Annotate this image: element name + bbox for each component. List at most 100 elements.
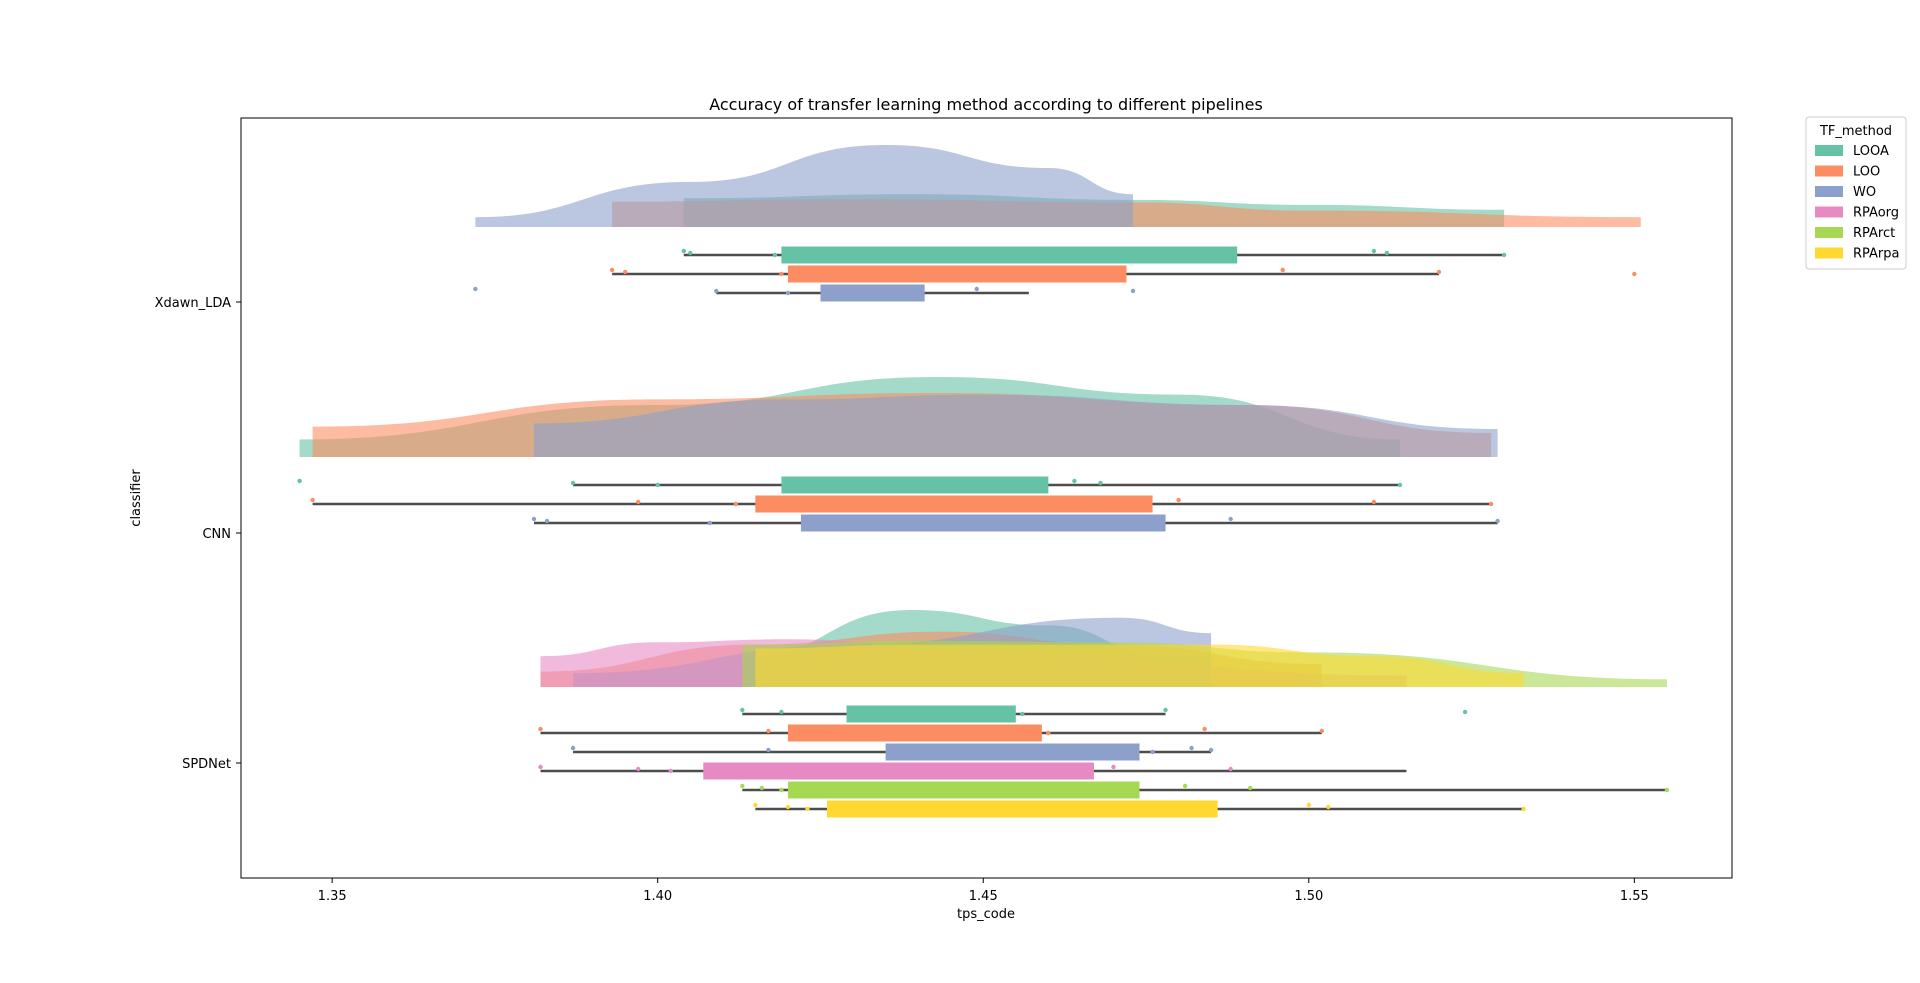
x-axis: 1.35 1.40 1.45 1.50 1.55 (318, 878, 1649, 904)
point-xdawn_lda-loo (622, 269, 628, 275)
box-xdawn_lda-wo (820, 284, 925, 302)
point-spdnet-rparct (1664, 787, 1670, 793)
point-cnn-looa (1397, 482, 1403, 488)
point-xdawn_lda-wo (1130, 288, 1136, 294)
point-spdnet-rparpa (1326, 804, 1331, 810)
point-cnn-looa (655, 482, 660, 488)
legend-label-rpaorg: RPAorg (1853, 206, 1899, 221)
box-plots (312, 246, 1667, 818)
point-xdawn_lda-wo (785, 290, 791, 296)
point-cnn-wo (531, 516, 537, 522)
x-axis-label: tps_code (957, 907, 1015, 922)
y-axis-label: classifier (129, 469, 144, 527)
point-spdnet-looa (740, 707, 745, 713)
point-spdnet-rparpa (753, 802, 758, 808)
box-cnn-loo (755, 495, 1153, 513)
point-spdnet-rparct (759, 785, 765, 791)
legend-label-loo: LOO (1853, 165, 1880, 180)
point-spdnet-rparct (1247, 785, 1253, 791)
point-xdawn_lda-looa (1371, 248, 1377, 254)
point-xdawn_lda-wo (974, 286, 979, 292)
point-spdnet-looa (1020, 711, 1025, 717)
point-spdnet-loo (1202, 726, 1207, 732)
rain-points (297, 248, 1670, 812)
y-tick-label: Xdawn_LDA (155, 296, 232, 311)
legend-swatch-loo (1815, 165, 1843, 177)
legend: TF_method LOOA LOO WO RPAorg RPArct RPArpa (1805, 116, 1907, 270)
box-xdawn_lda-loo (787, 265, 1127, 283)
point-xdawn_lda-loo (1280, 267, 1285, 273)
point-spdnet-loo (766, 728, 771, 734)
legend-label-rparpa: RPArpa (1853, 247, 1900, 262)
legend-swatch-looa (1815, 145, 1843, 156)
box-spdnet-rparct (787, 781, 1140, 799)
point-xdawn_lda-looa (681, 248, 686, 254)
chart-title: Accuracy of transfer learning method acc… (709, 95, 1263, 114)
point-spdnet-rparct (1182, 783, 1188, 789)
point-spdnet-rparpa (805, 806, 810, 812)
point-xdawn_lda-loo (609, 267, 615, 273)
point-spdnet-wo (766, 747, 771, 753)
box-spdnet-wo (885, 743, 1140, 761)
x-tick-label: 1.45 (969, 889, 998, 904)
point-xdawn_lda-wo (473, 286, 478, 292)
legend-label-rparct: RPArct (1853, 226, 1895, 241)
point-spdnet-rparpa (785, 804, 791, 810)
point-spdnet-wo (1208, 747, 1214, 753)
box-cnn-wo (800, 514, 1166, 532)
plot-frame (240, 117, 1733, 879)
density-clouds (299, 145, 1667, 687)
x-tick-label: 1.55 (1620, 889, 1649, 904)
box-spdnet-rparpa (826, 800, 1218, 818)
box-xdawn_lda-looa (781, 246, 1238, 264)
point-spdnet-wo (570, 745, 576, 751)
cloud-spdnet-rparpa (755, 644, 1524, 687)
legend-swatch-rparpa (1815, 247, 1843, 259)
point-cnn-looa (1072, 478, 1077, 484)
legend-swatch-wo (1815, 186, 1843, 197)
point-cnn-loo (310, 497, 315, 503)
point-spdnet-rpaorg (1228, 766, 1233, 772)
point-cnn-wo (1228, 516, 1233, 522)
point-spdnet-rparct (740, 783, 745, 789)
y-tick-label: SPDNet (182, 757, 231, 772)
point-spdnet-looa (1163, 707, 1168, 713)
point-xdawn_lda-looa (1384, 250, 1390, 256)
point-cnn-wo (1495, 518, 1500, 524)
legend-title: TF_method (1819, 124, 1892, 139)
point-cnn-looa (1098, 480, 1103, 486)
y-axis: Xdawn_LDA CNN SPDNet (155, 296, 241, 772)
legend-swatch-rpaorg (1815, 206, 1843, 218)
box-cnn-looa (781, 476, 1049, 494)
x-tick-label: 1.50 (1294, 889, 1323, 904)
point-cnn-wo (544, 518, 550, 524)
cloud-xdawn_lda-wo (475, 145, 1133, 227)
point-cnn-loo (1488, 501, 1494, 507)
x-tick-label: 1.40 (643, 889, 672, 904)
point-spdnet-rpaorg (635, 766, 641, 772)
point-xdawn_lda-loo (1632, 271, 1637, 277)
point-spdnet-rpaorg (538, 764, 543, 770)
box-spdnet-looa (846, 705, 1016, 723)
point-spdnet-rparpa (1521, 806, 1526, 812)
point-spdnet-loo (1046, 730, 1051, 736)
point-xdawn_lda-loo (1436, 269, 1442, 275)
point-spdnet-wo (1189, 745, 1194, 751)
cloud-cnn-wo (534, 394, 1498, 457)
point-xdawn_lda-looa (688, 250, 693, 256)
point-cnn-loo (1371, 499, 1377, 505)
y-tick-label: CNN (202, 527, 231, 542)
point-xdawn_lda-looa (772, 252, 778, 258)
point-spdnet-wo (1150, 749, 1155, 755)
point-xdawn_lda-wo (714, 288, 719, 294)
point-spdnet-looa (779, 709, 784, 715)
legend-label-wo: WO (1853, 185, 1876, 200)
point-spdnet-rparct (779, 787, 784, 793)
point-xdawn_lda-looa (1501, 252, 1507, 258)
point-spdnet-loo (1319, 728, 1325, 734)
point-cnn-looa (297, 478, 302, 484)
legend-label-looa: LOOA (1853, 144, 1889, 159)
box-spdnet-loo (787, 724, 1042, 742)
